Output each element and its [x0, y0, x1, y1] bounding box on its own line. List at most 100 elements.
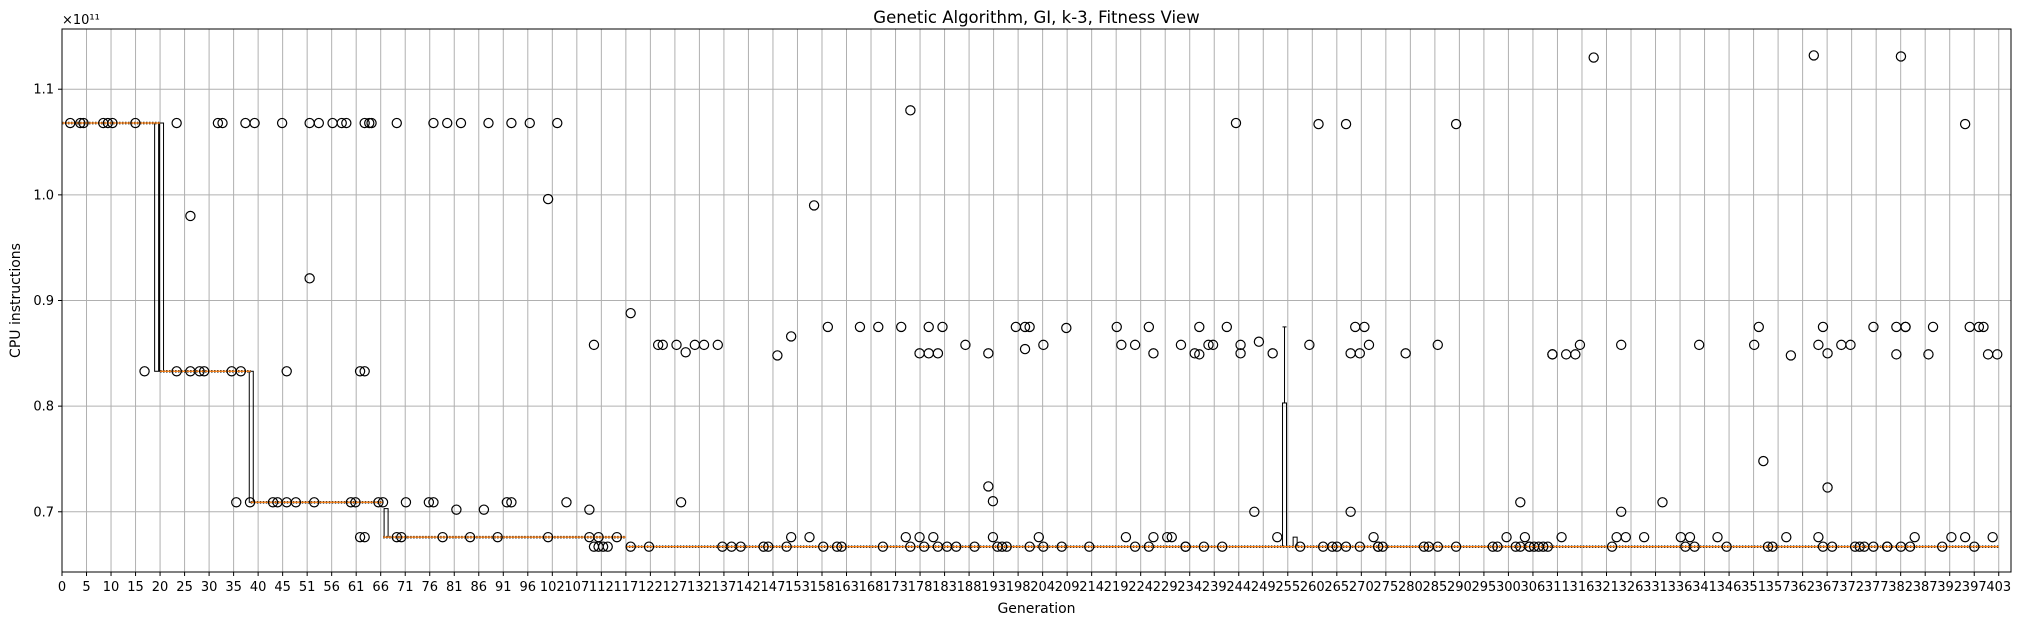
outlier-point	[1235, 339, 1246, 351]
outlier-point	[1148, 348, 1159, 359]
x-tick-label: 244	[1226, 580, 1251, 595]
outlier-point	[712, 339, 723, 351]
outlier-point	[1845, 339, 1856, 351]
outlier-point	[249, 117, 260, 129]
outlier-point	[1418, 541, 1430, 552]
x-tick-label: 219	[1104, 580, 1129, 595]
x-tick-label: 326	[1619, 580, 1644, 595]
x-tick-label: 51	[299, 580, 316, 595]
outlier-point	[309, 497, 320, 508]
outlier-point	[552, 117, 563, 129]
outlier-point	[1615, 339, 1627, 351]
outlier-point	[923, 321, 934, 333]
outlier-point	[1556, 531, 1567, 543]
outlier-point	[1868, 541, 1879, 552]
outlier-point	[75, 117, 86, 129]
outlier-point	[373, 497, 384, 508]
outlier-point	[625, 541, 636, 552]
x-tick-label: 214	[1079, 580, 1104, 595]
outlier-point	[1657, 497, 1668, 508]
outlier-point	[377, 497, 389, 508]
outlier-point	[1340, 118, 1352, 130]
outlier-point	[1969, 541, 1980, 552]
outlier-point	[198, 366, 210, 377]
outlier-point	[1024, 321, 1035, 333]
outlier-point	[1542, 541, 1554, 552]
outlier-point	[1615, 506, 1627, 517]
outlier-point	[359, 531, 370, 543]
x-tick-label: 137	[712, 580, 737, 595]
x-tick-label: 341	[1692, 580, 1717, 595]
x-tick-label: 321	[1594, 580, 1619, 595]
outlier-point	[1001, 541, 1012, 552]
x-tick-label: 193	[981, 580, 1006, 595]
x-tick-label: 127	[662, 580, 687, 595]
outlier-point	[1510, 541, 1521, 552]
outlier-point	[1161, 531, 1173, 543]
outlier-point	[896, 321, 907, 333]
outlier-point	[442, 117, 453, 129]
outlier-point	[1992, 349, 2003, 360]
y-tick-label: 1.1	[33, 83, 54, 98]
outlier-point	[1492, 541, 1503, 552]
outlier-point	[1203, 339, 1214, 351]
x-tick-label: 40	[250, 580, 267, 595]
outlier-point	[1570, 349, 1581, 360]
outlier-point	[996, 541, 1008, 552]
outlier-point	[1721, 541, 1732, 552]
outlier-point	[171, 117, 182, 129]
outlier-point	[267, 497, 279, 508]
x-tick-label: 107	[564, 580, 589, 595]
outlier-point	[1822, 482, 1833, 493]
x-tick-label: 163	[834, 580, 859, 595]
outlier-point	[781, 541, 792, 552]
outlier-point	[1024, 541, 1035, 552]
outlier-point	[1881, 541, 1893, 552]
outlier-point	[1372, 541, 1384, 552]
outlier-point	[1973, 321, 1985, 333]
x-tick-label: 306	[1521, 580, 1546, 595]
outlier-point	[1817, 321, 1829, 333]
outlier-point	[1221, 321, 1233, 333]
outlier-point	[1937, 541, 1948, 552]
outlier-point	[1143, 321, 1155, 333]
outlier-point	[652, 339, 664, 351]
outlier-point	[808, 200, 820, 211]
outlier-point	[428, 117, 439, 129]
outlier-point	[1638, 531, 1650, 543]
x-tick-label: 367	[1815, 580, 1840, 595]
outlier-point	[1249, 506, 1260, 517]
outlier-point	[1904, 541, 1916, 552]
outlier-point	[1230, 117, 1242, 129]
outlier-point	[1267, 348, 1278, 359]
outlier-point	[1547, 349, 1558, 360]
outlier-point	[918, 541, 930, 552]
outlier-point	[900, 531, 912, 543]
outlier-point	[1822, 348, 1833, 359]
outlier-point	[763, 541, 774, 552]
y-offset-label: ×10¹¹	[62, 13, 100, 28]
outlier-point	[1785, 350, 1797, 361]
x-tick-label: 224	[1128, 580, 1153, 595]
x-tick-label: 147	[761, 580, 786, 595]
outlier-point	[1143, 541, 1155, 552]
x-tick-label: 102	[540, 580, 565, 595]
outlier-point	[657, 339, 668, 351]
outlier-point	[1978, 321, 1989, 333]
outlier-point	[1207, 339, 1219, 351]
x-tick-label: 198	[1006, 580, 1031, 595]
outlier-point	[1606, 541, 1618, 552]
outlier-point	[423, 497, 435, 508]
outlier-point	[877, 541, 889, 552]
x-tick-label: 260	[1300, 580, 1325, 595]
outlier-point	[1038, 541, 1049, 552]
outlier-point	[1400, 348, 1411, 359]
outlier-point	[506, 117, 517, 129]
outlier-point	[905, 541, 916, 552]
chart-title: Genetic Algorithm, GI, k-3, Fitness View	[873, 8, 1199, 27]
outlier-point	[194, 366, 205, 377]
x-tick-label: 10	[103, 580, 120, 595]
y-axis: 0.7 0.8 0.9 1.0 1.1	[33, 83, 62, 520]
